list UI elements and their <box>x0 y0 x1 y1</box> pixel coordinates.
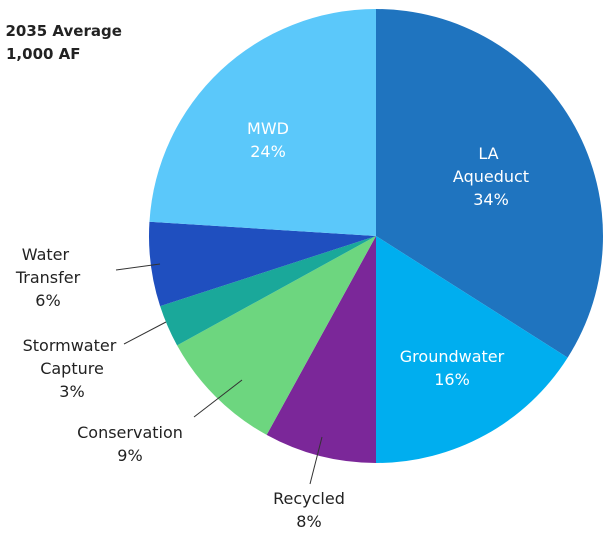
leader-line <box>193 379 243 418</box>
slice-value-label: 16% <box>434 370 470 389</box>
slice-label: LA Aqueduct <box>453 144 529 186</box>
slice-value-label: 34% <box>473 190 509 209</box>
pie-slice <box>177 236 376 435</box>
leader-line <box>309 436 323 485</box>
slice-value-label: 9% <box>117 446 142 465</box>
slice-value-label: 24% <box>250 142 286 161</box>
pie-slice <box>376 236 568 463</box>
leader-line <box>123 321 167 345</box>
pie-slice <box>266 236 376 463</box>
slice-label: Recycled <box>273 489 345 508</box>
leader-line <box>115 263 161 271</box>
slice-value-label: 8% <box>296 512 321 531</box>
slice-value-label: 3% <box>59 382 84 401</box>
slice-label: MWD <box>247 119 289 138</box>
slice-label: Conservation <box>77 423 183 442</box>
slice-label: Water Transfer <box>15 245 81 287</box>
pie-slice <box>160 236 376 346</box>
slice-label: Groundwater <box>400 347 505 366</box>
pie-slice <box>149 221 376 307</box>
chart-subtitle: 1,000 AF <box>6 45 81 63</box>
chart-title: - 2035 Average <box>0 22 122 40</box>
pie-slice <box>149 9 376 236</box>
pie-slice <box>376 9 603 358</box>
slice-label: Stormwater Capture <box>23 336 122 378</box>
slice-value-label: 6% <box>35 291 60 310</box>
